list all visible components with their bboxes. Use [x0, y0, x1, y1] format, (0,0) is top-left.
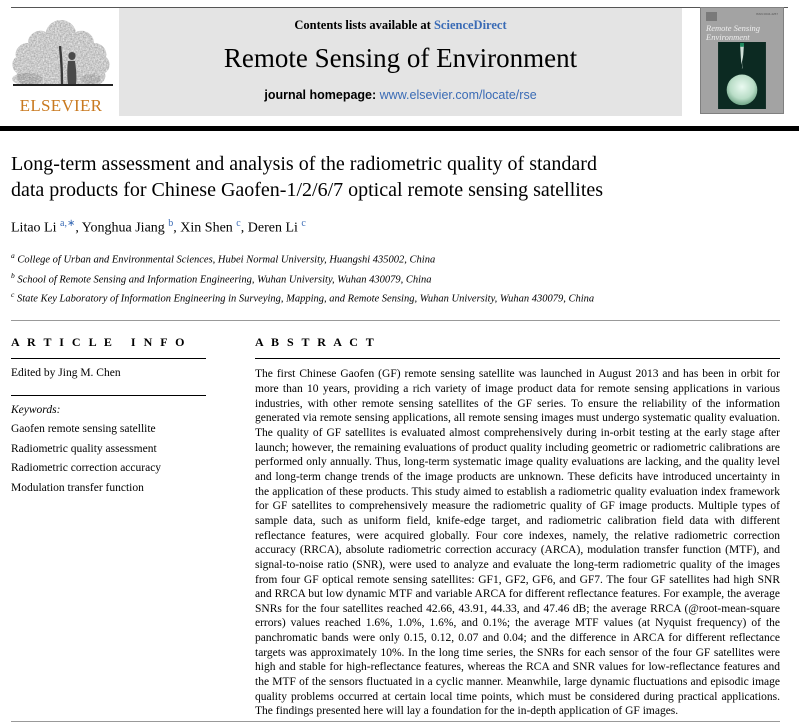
svg-text:ELSEVIER: ELSEVIER — [20, 96, 103, 115]
